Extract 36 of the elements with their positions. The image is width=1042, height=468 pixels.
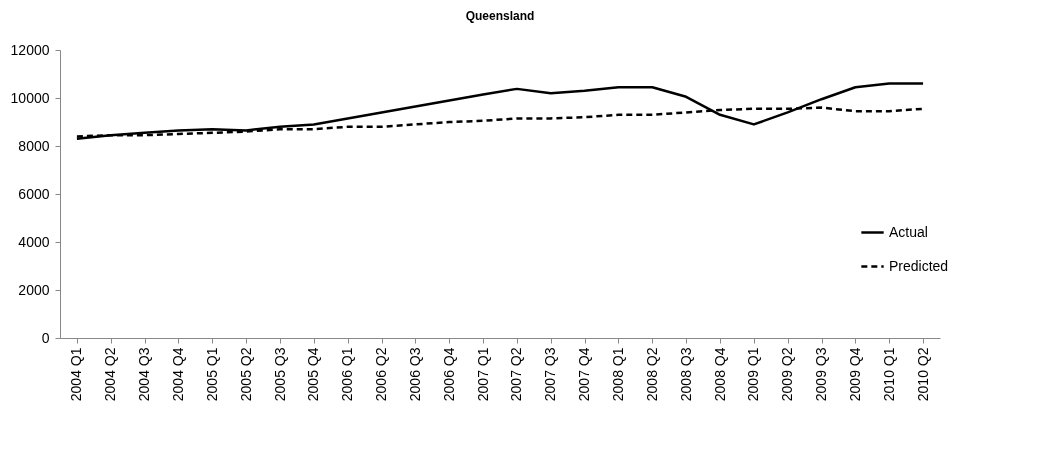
y-tick-label: 10000 [10, 89, 50, 106]
x-tick-label: 2005 Q2 [237, 347, 254, 402]
x-tick-label: 2006 Q3 [406, 347, 423, 402]
x-tick-label: 2008 Q3 [677, 347, 694, 402]
x-tick-label: 2005 Q3 [271, 347, 288, 402]
x-tick-label: 2007 Q4 [576, 347, 593, 402]
y-tick-label: 0 [41, 329, 50, 346]
x-tick-label: 2004 Q4 [169, 347, 186, 402]
legend-label: Actual [889, 223, 928, 240]
y-tick-label: 2000 [18, 281, 50, 298]
chart-title: Queensland [465, 9, 535, 23]
x-tick-label: 2004 Q2 [102, 347, 119, 402]
x-tick-label: 2004 Q3 [136, 347, 153, 402]
x-tick-label: 2009 Q4 [846, 347, 863, 402]
x-tick-label: 2005 Q1 [203, 347, 220, 402]
x-tick-label: 2008 Q1 [609, 347, 626, 402]
x-tick-label: 2008 Q2 [643, 347, 660, 402]
x-tick-label: 2009 Q2 [779, 347, 796, 402]
x-tick-label: 2009 Q1 [745, 347, 762, 402]
x-tick-label: 2007 Q2 [508, 347, 525, 402]
x-tick-label: 2006 Q4 [440, 347, 457, 402]
x-tick-label: 2007 Q1 [474, 347, 491, 402]
x-tick-label: 2010 Q2 [914, 347, 931, 402]
x-tick-label: 2008 Q4 [711, 347, 728, 402]
y-tick-label: 6000 [18, 185, 50, 202]
x-tick-label: 2007 Q3 [542, 347, 559, 402]
x-tick-label: 2004 Q1 [68, 347, 85, 402]
x-tick-label: 2009 Q3 [813, 347, 830, 402]
x-tick-label: 2006 Q1 [339, 347, 356, 402]
y-tick-label: 8000 [18, 137, 50, 154]
x-tick-label: 2010 Q1 [880, 347, 897, 402]
y-tick-label: 12000 [10, 41, 50, 58]
y-tick-label: 4000 [18, 233, 50, 250]
legend-label: Predicted [889, 257, 949, 274]
x-tick-label: 2006 Q2 [373, 347, 390, 402]
x-tick-label: 2005 Q4 [305, 347, 322, 402]
